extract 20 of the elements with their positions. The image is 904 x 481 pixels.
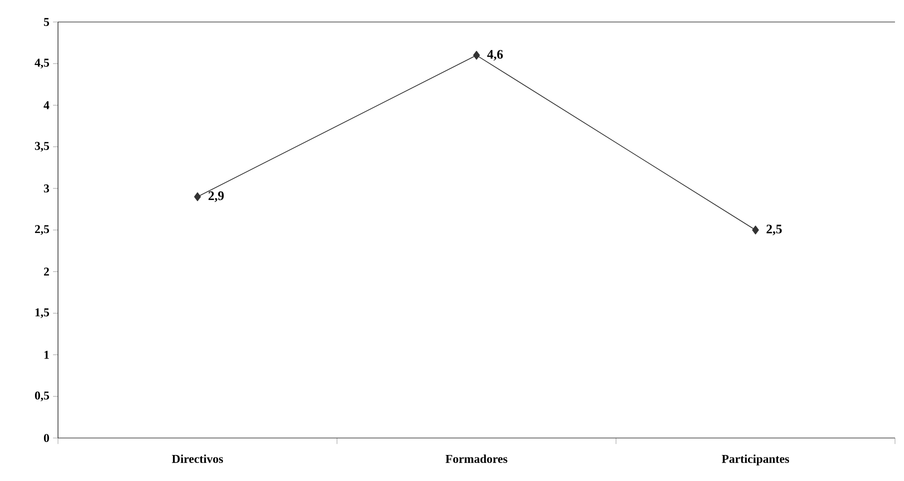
y-tick-label: 4,5 xyxy=(34,58,50,68)
y-tick-label: 4 xyxy=(44,101,50,110)
y-tick-label: 2 xyxy=(44,268,49,276)
y-tick-label: 0,5 xyxy=(34,391,50,402)
data-label: 2,9 xyxy=(208,191,224,202)
x-tick-label: Participantes xyxy=(722,454,790,466)
y-tick-label: 2,5 xyxy=(35,225,50,235)
y-tick-label: 1,5 xyxy=(35,308,50,318)
point xyxy=(194,192,201,202)
x-tick-label: Directivos xyxy=(172,454,223,463)
y-tick-label: 3 xyxy=(44,184,50,192)
y-tick-label: 1 xyxy=(44,350,49,359)
point xyxy=(473,50,480,60)
x-tick-label: Formadores xyxy=(446,454,508,463)
y-tick-label: 3,5 xyxy=(34,142,50,152)
data-label: 2,5 xyxy=(766,224,782,236)
y-tick-label: 0 xyxy=(44,434,50,442)
data-label: 4,6 xyxy=(487,50,503,61)
y-tick-label: 5 xyxy=(44,18,50,26)
point xyxy=(752,226,759,234)
